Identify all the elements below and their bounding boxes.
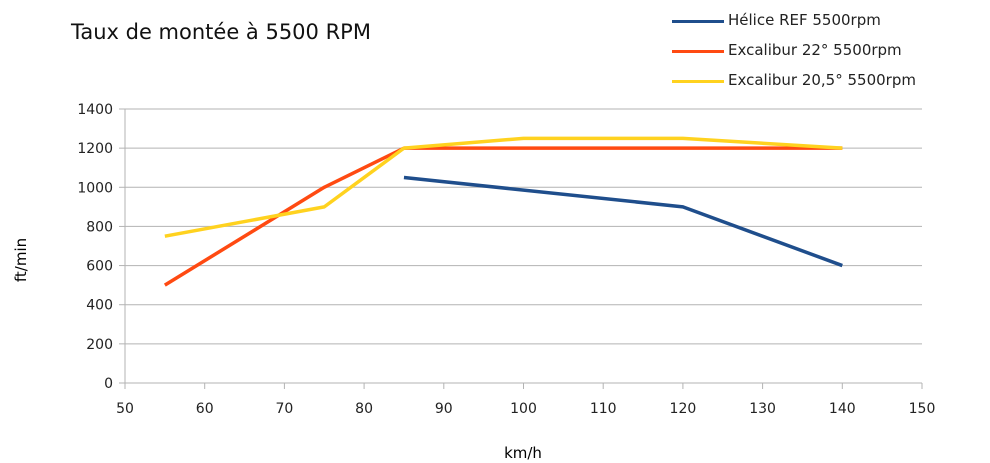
y-tick-label: 1200: [77, 141, 113, 157]
x-tick-label: 50: [116, 401, 134, 417]
x-tick-label: 90: [435, 401, 453, 417]
x-tick-label: 110: [590, 401, 617, 417]
legend-swatch: [672, 80, 724, 83]
x-tick-label: 140: [829, 401, 856, 417]
y-tick-label: 1400: [77, 102, 113, 118]
series-line-1: [403, 175, 843, 268]
legend-label: Excalibur 20,5° 5500rpm: [728, 71, 916, 89]
series-lines: [163, 136, 843, 287]
chart-title: Taux de montée à 5500 RPM: [71, 20, 371, 44]
legend-swatch: [672, 20, 724, 23]
y-axis-title: ft/min: [12, 238, 30, 282]
y-tick-label: 200: [86, 337, 113, 353]
x-tick-label: 80: [355, 401, 373, 417]
x-tick-label: 100: [510, 401, 537, 417]
y-tick-label: 0: [104, 376, 113, 392]
y-tick-label: 1000: [77, 180, 113, 196]
x-tick-label: 120: [670, 401, 697, 417]
legend-swatch: [672, 50, 724, 53]
y-tick-label: 600: [86, 259, 113, 275]
series-line-3: [164, 136, 843, 238]
axes: [119, 108, 923, 389]
x-tick-label: 60: [196, 401, 214, 417]
x-tick-labels: 50 60 70 80 90 100 110 120 130 140 150: [116, 401, 935, 417]
y-tick-label: 800: [86, 219, 113, 235]
legend-label: Hélice REF 5500rpm: [728, 11, 881, 29]
x-tick-label: 130: [749, 401, 776, 417]
legend-label: Excalibur 22° 5500rpm: [728, 41, 902, 59]
x-tick-label: 150: [909, 401, 936, 417]
series-line-2: [163, 146, 843, 287]
x-axis-title: km/h: [504, 444, 542, 462]
y-tick-label: 400: [86, 298, 113, 314]
x-tick-label: 70: [275, 401, 293, 417]
y-tick-labels: 0 200 400 600 800 1000 1200 1400: [77, 102, 113, 392]
